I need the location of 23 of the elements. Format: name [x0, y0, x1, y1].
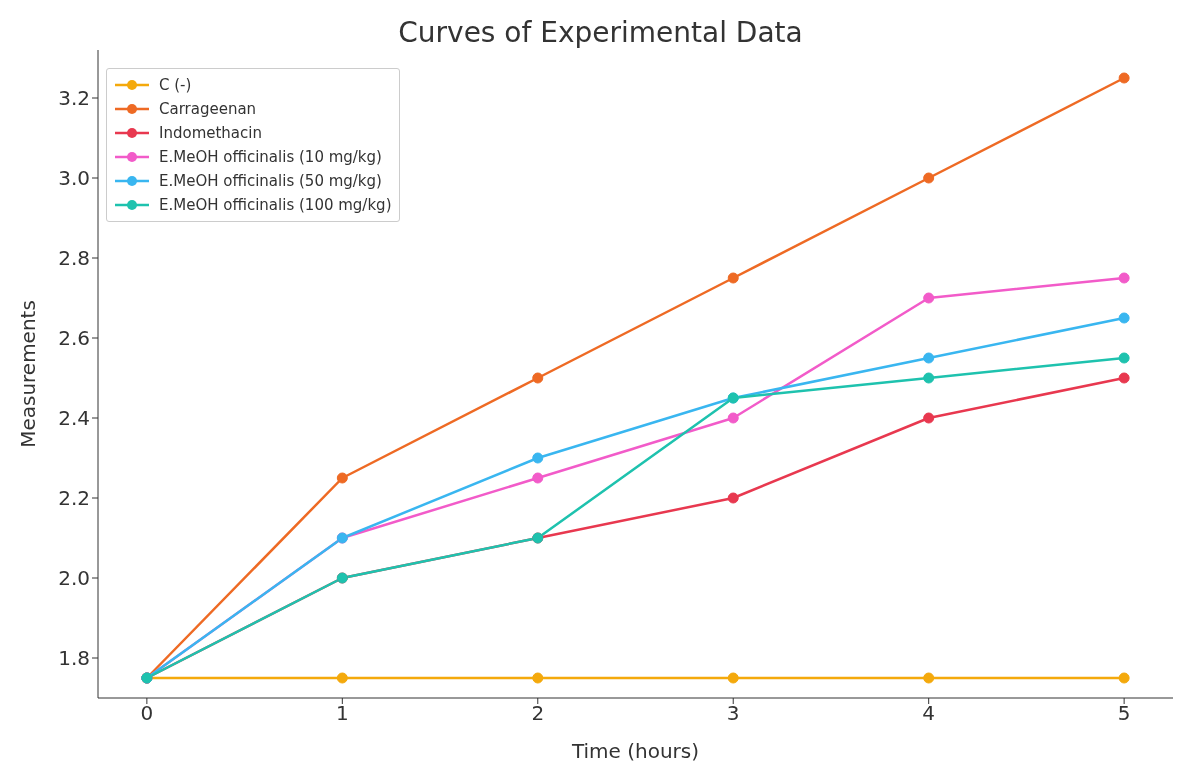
legend-label: E.MeOH officinalis (100 mg/kg)	[159, 196, 392, 214]
y-tick-label: 3.2	[58, 86, 90, 111]
x-axis-title: Time (hours)	[570, 739, 700, 763]
y-tick-label: 2.6	[58, 326, 90, 351]
x-tick-label: 3	[726, 701, 740, 726]
x-tick-label: 0	[140, 701, 154, 726]
legend-label: E.MeOH officinalis (10 mg/kg)	[159, 148, 382, 166]
y-tick-label: 2.8	[58, 246, 90, 271]
legend-label: C (-)	[159, 76, 192, 94]
y-tick-label: 2.4	[58, 406, 90, 431]
y-tick-label: 2.0	[58, 566, 90, 591]
legend-label: E.MeOH officinalis (50 mg/kg)	[159, 172, 382, 190]
x-tick-label: 4	[922, 701, 936, 726]
y-tick-label: 3.0	[58, 166, 90, 191]
y-axis-title: Measurements	[16, 300, 41, 448]
x-tick-label: 1	[335, 701, 349, 726]
y-tick-label: 1.8	[58, 646, 90, 671]
legend-label: Carrageenan	[159, 100, 257, 118]
legend-label: Indomethacin	[159, 124, 262, 142]
y-tick-label: 2.2	[58, 486, 90, 511]
chart-title: Curves of Experimental Data	[397, 16, 804, 49]
x-tick-label: 5	[1117, 701, 1131, 726]
x-tick-label: 2	[531, 701, 545, 726]
